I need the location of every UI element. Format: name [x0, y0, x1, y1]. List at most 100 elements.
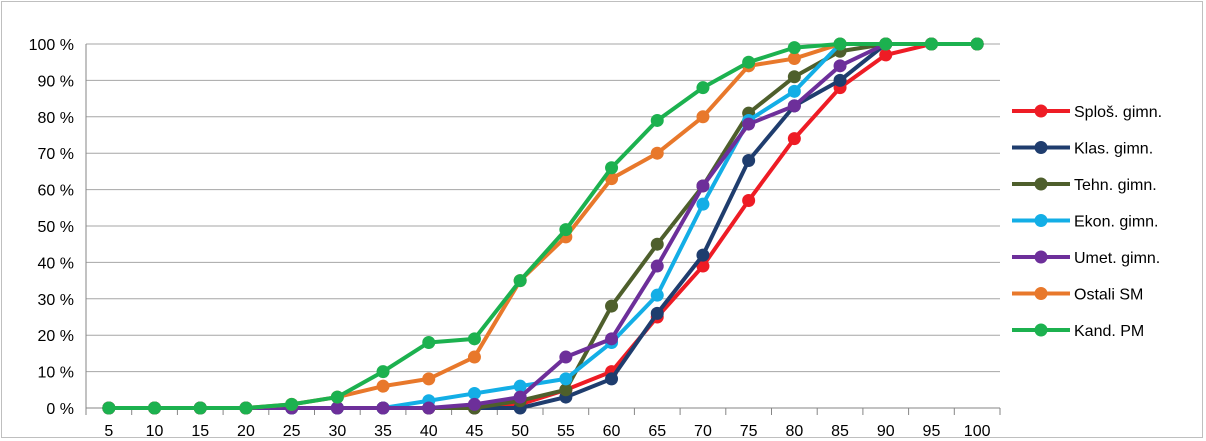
x-tick-label: 45 [466, 423, 484, 440]
legend-swatch-marker [1034, 141, 1048, 154]
x-tick-label: 85 [831, 423, 849, 440]
data-point [650, 259, 664, 273]
data-point [696, 179, 710, 193]
legend-item: Kand. PM [1012, 323, 1144, 340]
data-point [696, 248, 710, 262]
data-point [605, 161, 619, 175]
y-tick-label: 90 % [38, 73, 74, 90]
data-point [650, 306, 664, 320]
data-point [376, 365, 390, 379]
legend-swatch-marker [1034, 250, 1048, 264]
data-point [650, 237, 664, 251]
data-point [787, 99, 801, 113]
data-point [239, 401, 253, 415]
legend-label: Klas. gimn. [1074, 141, 1153, 158]
legend-item: Ostali SM [1012, 287, 1143, 304]
data-point [605, 332, 619, 346]
data-point [833, 37, 847, 51]
legend-item: Klas. gimn. [1012, 141, 1153, 158]
y-tick-label: 20 % [38, 328, 74, 345]
y-tick-label: 70 % [38, 146, 74, 163]
data-point [422, 401, 436, 415]
legend-swatch-marker [1034, 323, 1048, 337]
data-point [879, 48, 893, 62]
legend-item: Tehn. gimn. [1012, 177, 1157, 194]
series-6 [102, 37, 984, 415]
x-tick-label: 10 [146, 423, 164, 440]
data-point [559, 350, 573, 364]
data-point [696, 110, 710, 124]
x-tick-label: 20 [237, 423, 255, 440]
gridlines [86, 43, 1000, 409]
legend-swatch-marker [1034, 287, 1048, 300]
data-point [467, 350, 481, 364]
data-point [467, 397, 481, 411]
data-point [742, 117, 756, 131]
y-tick-label: 0 % [46, 401, 74, 418]
legend-item: Sploš. gimn. [1012, 104, 1162, 121]
axes [85, 44, 1000, 415]
x-tick-label: 80 [785, 423, 803, 440]
legend-label: Tehn. gimn. [1074, 177, 1157, 194]
legend-label: Ekon. gimn. [1074, 214, 1158, 231]
x-tick-label: 25 [283, 423, 301, 440]
legend: Sploš. gimn. Klas. gimn. Tehn. gimn. Ekon. … [1012, 104, 1162, 340]
data-point [605, 372, 619, 386]
data-point [787, 52, 801, 66]
data-point [102, 401, 116, 415]
data-point [285, 397, 299, 411]
data-point [650, 288, 664, 302]
x-tick-label: 40 [420, 423, 438, 440]
series-line [108, 42, 978, 410]
legend-label: Umet. gimn. [1074, 250, 1160, 267]
x-tick-label: 50 [511, 423, 529, 440]
data-point [467, 386, 481, 400]
data-point [970, 37, 984, 51]
data-point [833, 59, 847, 73]
data-point [148, 401, 162, 415]
x-tick-label: 60 [603, 423, 621, 440]
y-tick-label: 40 % [38, 255, 74, 272]
y-tick-label: 10 % [38, 365, 74, 382]
data-point [422, 372, 436, 386]
series-layer [102, 37, 984, 415]
legend-swatch-marker [1034, 104, 1048, 118]
data-point [742, 55, 756, 69]
data-point [742, 194, 756, 208]
x-axis-ticks: 5 10 15 20 25 30 35 40 45 50 55 60 65 70 75 80 85 90 95 100 [85, 408, 1001, 440]
y-tick-label: 60 % [38, 183, 74, 200]
y-tick-label: 30 % [38, 292, 74, 309]
data-point [879, 37, 893, 51]
legend-swatch-marker [1034, 214, 1048, 227]
x-tick-label: 75 [740, 423, 758, 440]
data-point [650, 113, 664, 127]
x-tick-label: 70 [694, 423, 712, 440]
x-tick-label: 90 [877, 423, 895, 440]
x-tick-label: 35 [374, 423, 392, 440]
data-point [696, 81, 710, 95]
data-point [787, 70, 801, 84]
x-tick-label: 100 [964, 423, 991, 440]
x-tick-label: 5 [104, 423, 113, 440]
data-point [330, 401, 344, 415]
y-tick-label: 100 % [29, 37, 74, 54]
data-point [559, 372, 573, 386]
data-point [559, 383, 573, 397]
x-tick-label: 65 [648, 423, 666, 440]
y-axis-ticks: 0 % 10 % 20 % 30 % 40 % 50 % 60 % 70 % 80 % 90 % 1… [29, 37, 74, 418]
x-tick-label: 95 [923, 423, 941, 440]
data-point [330, 390, 344, 404]
data-point [193, 401, 207, 415]
data-point [376, 379, 390, 393]
x-tick-label: 15 [191, 423, 209, 440]
legend-item: Ekon. gimn. [1012, 214, 1158, 231]
legend-label: Ostali SM [1074, 287, 1143, 304]
y-tick-label: 80 % [38, 110, 74, 127]
data-point [787, 84, 801, 98]
data-point [605, 299, 619, 313]
y-tick-label: 50 % [38, 219, 74, 236]
x-tick-label: 30 [328, 423, 346, 440]
data-point [787, 132, 801, 146]
